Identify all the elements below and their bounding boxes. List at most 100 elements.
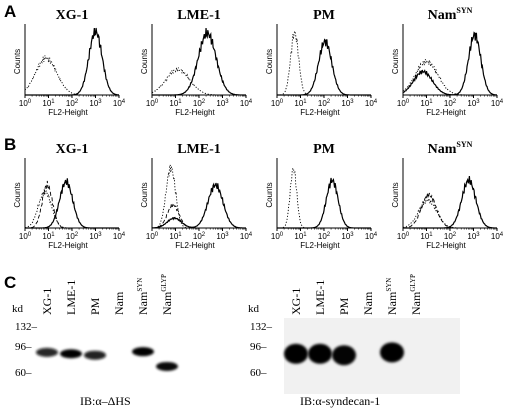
x-axis-label: FL2-Height (175, 241, 215, 250)
lane-label-text: Nam (409, 291, 423, 315)
title-text: XG-1 (56, 8, 89, 23)
tick-exponent: 1 (303, 232, 307, 238)
tick-base: 10 (89, 232, 98, 241)
tick-base: 10 (294, 232, 303, 241)
axis-frame (24, 158, 119, 229)
x-tick-label: 100 (19, 99, 32, 108)
tick-base: 10 (467, 232, 476, 241)
histogram-title: NamSYN (428, 6, 473, 23)
x-tick-label: 102 (318, 99, 331, 108)
lane-label: NamSYN (136, 278, 150, 315)
lane-label-text: XG-1 (40, 288, 54, 315)
blot-band (132, 347, 154, 357)
x-tick-label: 101 (294, 232, 307, 241)
histogram-title: XG-1 (56, 142, 89, 157)
tick-exponent: 0 (155, 232, 159, 238)
tick-base: 10 (19, 232, 28, 241)
marker-label: 60– (15, 367, 32, 379)
axis-frame (276, 158, 371, 229)
lane-label-superscript: GLYP (409, 274, 417, 292)
panel-letters: A B C (4, 2, 16, 292)
histogram-title: PM (313, 8, 335, 23)
histogram-title: LME-1 (177, 8, 221, 23)
tick-base: 10 (89, 99, 98, 108)
tick-base: 10 (193, 232, 202, 241)
tick-exponent: 4 (500, 232, 504, 238)
x-tick-label: 100 (397, 99, 410, 108)
tick-base: 10 (169, 99, 178, 108)
x-tick-label: 100 (19, 232, 32, 241)
series-solid-curve (277, 177, 371, 229)
panel-letter-b: B (4, 135, 16, 154)
y-axis-label: Counts (13, 49, 22, 74)
tick-exponent: 4 (249, 232, 253, 238)
tick-base: 10 (341, 232, 350, 241)
lane-label: NamGLYP (409, 274, 423, 315)
lane-label-text: Nam (112, 291, 126, 315)
tick-exponent: 0 (28, 99, 32, 105)
x-tick-label: 102 (193, 232, 206, 241)
lane-label: PM (337, 297, 351, 315)
x-tick-label: 100 (271, 99, 284, 108)
tick-exponent: 1 (51, 99, 55, 105)
tick-base: 10 (169, 232, 178, 241)
x-tick-label: 104 (113, 99, 126, 108)
x-tick-label: 104 (240, 99, 253, 108)
series-dotted-curve (402, 198, 497, 229)
x-tick-label: 103 (216, 99, 229, 108)
lane-label-text: Nam (361, 291, 375, 315)
x-tick-label: 101 (169, 99, 182, 108)
blot-band (156, 361, 178, 371)
tick-exponent: 0 (28, 232, 32, 238)
lane-label: XG-1 (289, 288, 303, 315)
series-dotted-curve (24, 55, 119, 96)
title-text: Nam (428, 8, 457, 23)
series-dotted-curve (151, 163, 246, 229)
lane-label: PM (88, 297, 102, 315)
x-tick-label: 100 (146, 232, 159, 241)
blot-caption: IB:α–ΔHS (80, 394, 131, 408)
tick-exponent: 3 (476, 232, 480, 238)
axis-frame (24, 24, 119, 96)
tick-exponent: 2 (453, 99, 457, 105)
tick-base: 10 (397, 232, 406, 241)
x-tick-label: 103 (467, 99, 480, 108)
lane-label-text: Nam (160, 291, 174, 315)
tick-base: 10 (420, 99, 429, 108)
tick-base: 10 (66, 99, 75, 108)
tick-base: 10 (397, 99, 406, 108)
tick-base: 10 (193, 99, 202, 108)
series-dotted-curve (277, 167, 371, 229)
tick-base: 10 (318, 232, 327, 241)
blot-band (284, 343, 308, 364)
x-tick-label: 103 (216, 232, 229, 241)
title-text: LME-1 (177, 142, 221, 157)
x-tick-label: 102 (193, 99, 206, 108)
histogram-title: PM (313, 142, 335, 157)
tick-exponent: 0 (280, 99, 284, 105)
y-axis-label: Counts (13, 182, 22, 207)
tick-exponent: 3 (225, 99, 229, 105)
lane-label: Nam (112, 291, 126, 315)
y-axis-label: Counts (391, 49, 400, 74)
tick-exponent: 3 (350, 99, 354, 105)
x-tick-label: 102 (66, 99, 79, 108)
series-solid-curve (25, 27, 120, 96)
x-axis-label: FL2-Height (426, 108, 466, 117)
tick-exponent: 2 (453, 232, 457, 238)
tick-base: 10 (66, 232, 75, 241)
tick-base: 10 (444, 99, 453, 108)
tick-base: 10 (420, 232, 429, 241)
tick-base: 10 (19, 99, 28, 108)
series-solid-curve (403, 176, 497, 229)
x-axis-label: FL2-Height (175, 108, 215, 117)
title-text: Nam (428, 142, 457, 157)
panel-letter-c: C (4, 273, 16, 292)
tick-base: 10 (271, 232, 280, 241)
lane-label-text: PM (88, 297, 102, 315)
x-tick-label: 102 (66, 232, 79, 241)
